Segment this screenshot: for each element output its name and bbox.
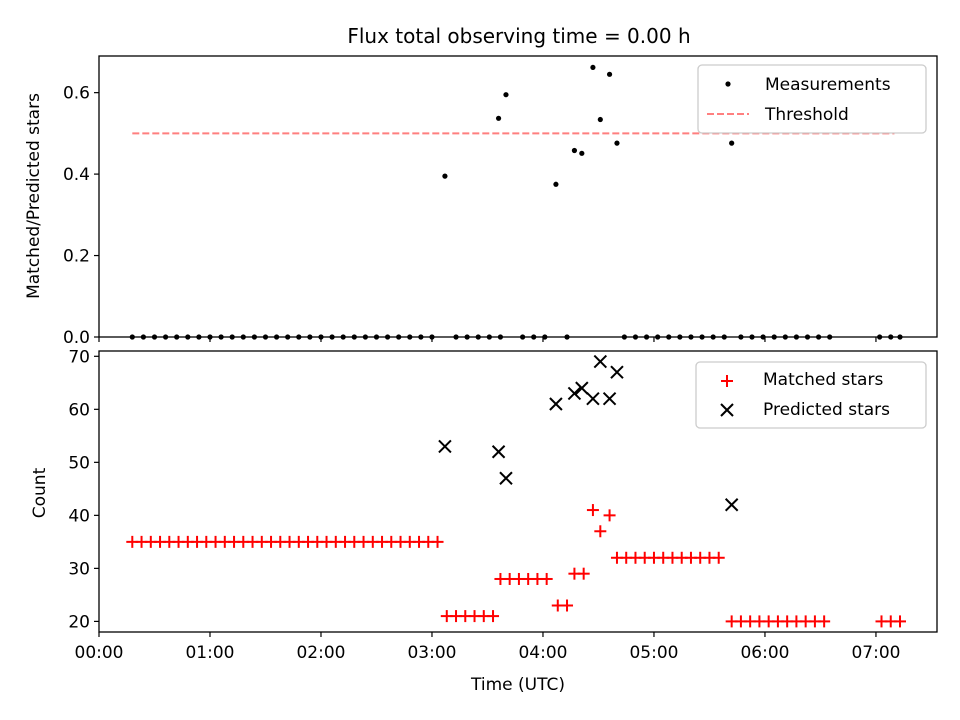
- measurement-point: [597, 116, 603, 123]
- predicted-star-point: [610, 365, 624, 379]
- x-tick-label: 05:00: [629, 643, 678, 663]
- bottom-legend-box: [695, 361, 927, 429]
- matched-star-point: [431, 535, 444, 548]
- measurement-point: [503, 92, 509, 98]
- matched-star-point: [818, 615, 831, 628]
- bottom-y-tick-label: 20: [68, 612, 90, 632]
- top-legend-box: [697, 64, 927, 134]
- predicted-star-point: [586, 392, 600, 406]
- bottom-y-tick-label: 60: [68, 400, 90, 420]
- measurement-point: [442, 173, 448, 179]
- legend-measurements-marker: [725, 81, 731, 87]
- measurement-point: [614, 140, 620, 146]
- top-y-ticks: 0.0 0.2 0.4 0.6: [63, 84, 99, 348]
- bottom-plot-marks: [126, 354, 907, 628]
- matched-star-point: [603, 509, 616, 522]
- matched-star-point: [894, 615, 907, 628]
- x-tick-label: 06:00: [740, 643, 789, 663]
- legend-threshold-label: Threshold: [764, 105, 849, 125]
- top-panel: Flux total observing time = 0.00 h Match…: [24, 24, 938, 348]
- measurement-point: [579, 150, 585, 156]
- top-y-tick-label: 0.0: [63, 328, 90, 348]
- legend-matched-marker: [721, 375, 733, 387]
- x-tick-label: 03:00: [407, 643, 456, 663]
- x-tick-label: 00:00: [75, 643, 124, 663]
- measurement-point: [606, 71, 613, 77]
- matched-star-point: [577, 567, 590, 580]
- x-tick-label: 01:00: [185, 643, 234, 663]
- predicted-star-point: [438, 439, 452, 454]
- legend-measurements-label: Measurements: [765, 75, 891, 95]
- top-y-tick-label: 0.6: [63, 84, 90, 104]
- top-y-tick-label: 0.4: [63, 165, 90, 185]
- predicted-star-point: [491, 445, 506, 459]
- legend-matched-label: Matched stars: [763, 370, 883, 390]
- bottom-legend: Matched stars Predicted stars: [695, 361, 927, 429]
- matched-star-point: [561, 599, 574, 612]
- bottom-y-ticks: 20 30 40 50 60 70: [68, 347, 99, 632]
- predicted-star-point: [567, 386, 582, 401]
- predicted-star-point: [575, 381, 589, 395]
- legend-predicted-label: Predicted stars: [763, 400, 890, 420]
- top-y-tick-label: 0.2: [63, 247, 90, 267]
- top-legend: Measurements Threshold: [697, 64, 927, 134]
- predicted-star-point: [602, 392, 617, 406]
- chart-title: Flux total observing time = 0.00 h: [347, 24, 690, 48]
- x-axis-label: Time (UTC): [470, 675, 565, 695]
- bottom-y-tick-label: 30: [68, 559, 90, 579]
- matched-star-point: [540, 572, 553, 585]
- legend-predicted-marker: [720, 403, 734, 417]
- predicted-star-point: [549, 397, 563, 411]
- bottom-y-tick-label: 40: [68, 506, 90, 526]
- x-tick-label: 04:00: [518, 643, 567, 663]
- bottom-axes-frame: [98, 350, 938, 633]
- measurement-point: [590, 64, 596, 71]
- predicted-star-point: [593, 354, 608, 369]
- x-tick-label: 02:00: [296, 643, 345, 663]
- matched-star-point: [594, 525, 607, 538]
- bottom-y-axis-label: Count: [30, 467, 50, 518]
- measurement-point: [571, 147, 578, 154]
- matched-star-point: [712, 551, 725, 564]
- measurement-point: [495, 115, 502, 121]
- bottom-panel: Time (UTC) Count 20 30 40 50 60 70 00:00 01:00…: [30, 347, 938, 695]
- measurement-point: [553, 181, 559, 187]
- x-tick-label: 07:00: [851, 643, 900, 663]
- bottom-y-tick-label: 50: [68, 453, 90, 473]
- bottom-x-ticks: 00:00 01:00 02:00 03:00 04:00 05:00 06:00 07:00: [75, 632, 900, 663]
- predicted-star-point: [724, 498, 739, 512]
- top-y-axis-label: Matched/Predicted stars: [24, 93, 44, 299]
- matched-star-point: [487, 610, 500, 623]
- matched-star-point: [586, 504, 599, 517]
- bottom-y-tick-label: 70: [68, 347, 90, 367]
- predicted-star-point: [499, 471, 513, 485]
- measurement-point: [729, 140, 735, 146]
- top-axes-frame: [98, 55, 938, 338]
